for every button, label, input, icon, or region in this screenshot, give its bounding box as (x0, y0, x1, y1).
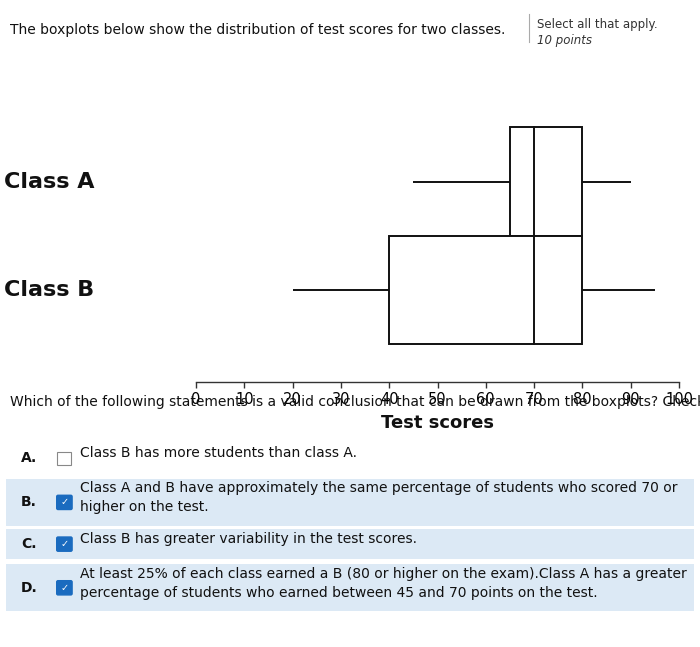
Text: A.: A. (21, 451, 37, 465)
Text: Class B: Class B (4, 280, 94, 300)
Text: B.: B. (21, 496, 37, 509)
Text: Select all that apply.: Select all that apply. (537, 18, 657, 31)
X-axis label: Test scores: Test scores (381, 414, 494, 432)
Text: Class B has more students than class A.: Class B has more students than class A. (80, 446, 358, 460)
Text: C.: C. (21, 537, 36, 551)
Text: ✓: ✓ (60, 583, 69, 593)
Text: ✓: ✓ (60, 498, 69, 507)
Text: The boxplots below show the distribution of test scores for two classes.: The boxplots below show the distribution… (10, 23, 505, 37)
Text: Class A: Class A (4, 171, 94, 192)
Text: At least 25% of each class earned a B (80 or higher on the exam).Class A has a g: At least 25% of each class earned a B (8… (80, 567, 687, 600)
Bar (510, 127, 582, 236)
Text: D.: D. (21, 581, 38, 595)
Text: Which of the following statements is a valid conclusion that can be drawn from t: Which of the following statements is a v… (10, 395, 700, 409)
Bar (389, 236, 582, 344)
Text: 10 points: 10 points (537, 34, 592, 47)
Text: ✓: ✓ (60, 539, 69, 549)
Text: Class A and B have approximately the same percentage of students who scored 70 o: Class A and B have approximately the sam… (80, 481, 678, 514)
Text: Class B has greater variability in the test scores.: Class B has greater variability in the t… (80, 532, 417, 546)
